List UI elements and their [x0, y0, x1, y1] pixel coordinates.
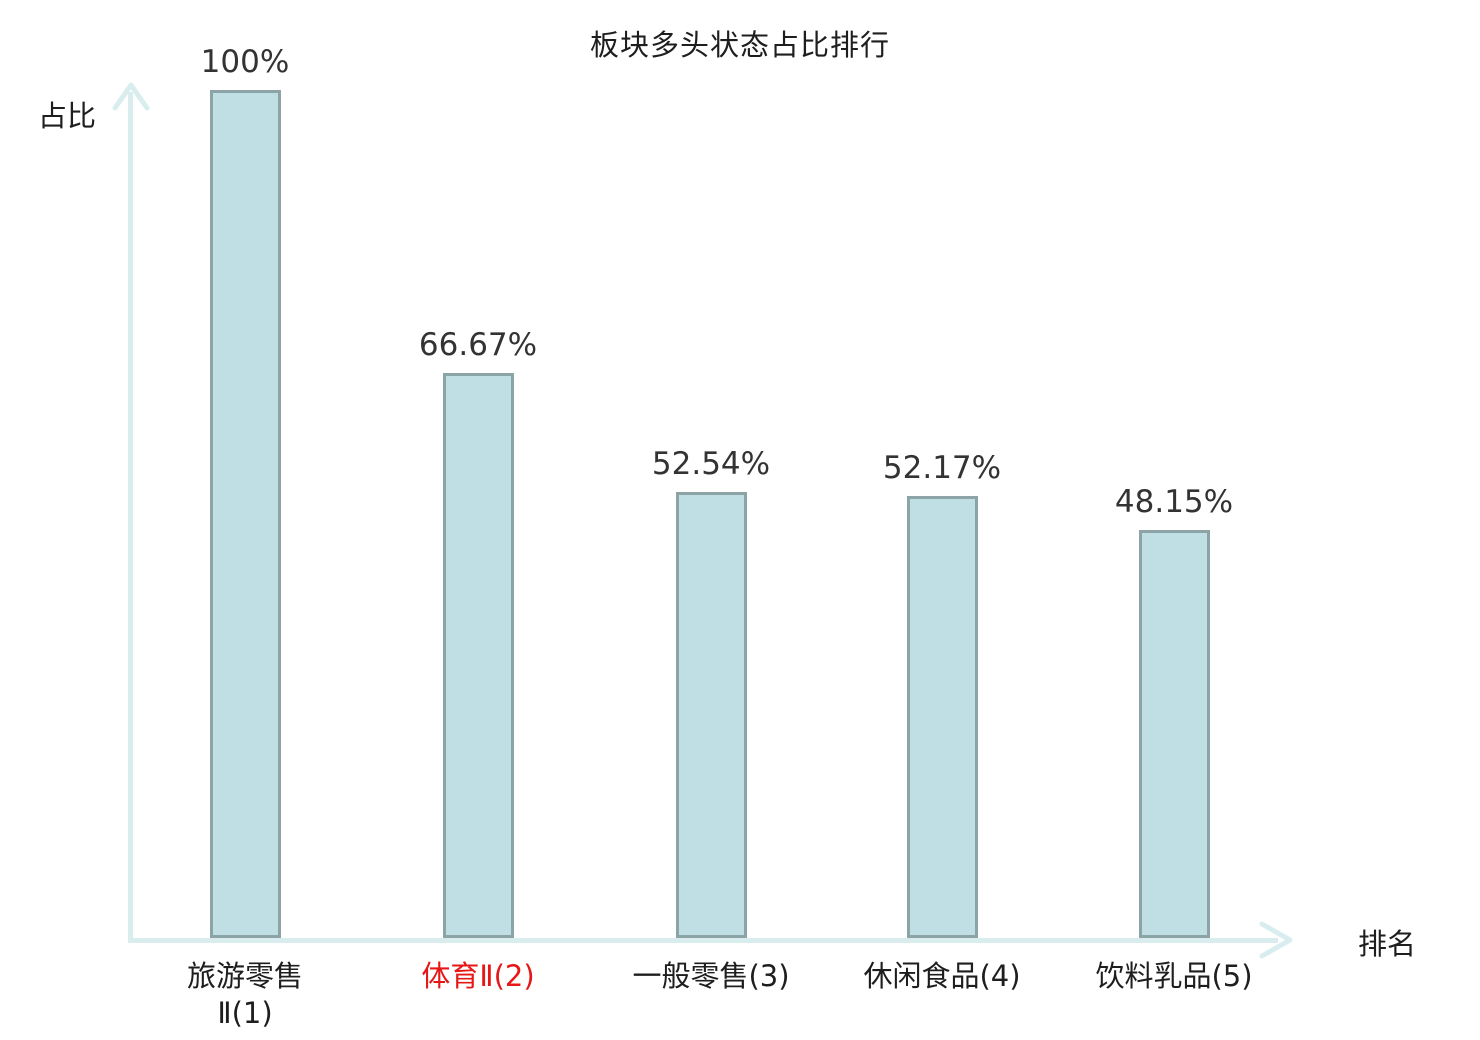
y-axis-label: 占比	[38, 99, 97, 133]
y-axis-line	[128, 92, 133, 943]
bar-category-label: 饮料乳品(5)	[1044, 958, 1304, 995]
bar-value-label: 52.54%	[651, 446, 771, 482]
bar-value-label: 66.67%	[418, 327, 538, 363]
bar-category-label-line: 休闲食品(4)	[863, 959, 1021, 993]
bar-category-label-line: 一般零售(3)	[632, 959, 790, 993]
bar-category-label-line: 旅游零售	[186, 959, 303, 993]
bar-value-label: 100%	[200, 44, 290, 80]
chart-title: 板块多头状态占比排行	[589, 28, 890, 62]
bar-category-label: 体育Ⅱ(2)	[348, 958, 608, 995]
bar-category-label: 旅游零售 Ⅱ(1)	[115, 958, 375, 1032]
bar-category-label: 一般零售(3)	[581, 958, 841, 995]
bar	[442, 373, 514, 938]
x-axis-arrow-icon	[1259, 921, 1293, 959]
bar-category-label: 休闲食品(4)	[812, 958, 1072, 995]
y-axis-arrow-icon	[112, 82, 150, 111]
bar	[675, 492, 747, 938]
x-axis-line	[128, 938, 1278, 943]
bar-category-label-line: 饮料乳品(5)	[1095, 959, 1253, 993]
bar	[209, 90, 281, 938]
bar-value-label: 52.17%	[882, 450, 1002, 486]
bar-category-label-line: Ⅱ(1)	[217, 996, 273, 1031]
bar	[1138, 530, 1210, 938]
x-axis-label: 排名	[1358, 927, 1417, 961]
bar-value-label: 48.15%	[1114, 484, 1234, 520]
bar-category-label-line: 体育Ⅱ(2)	[421, 959, 535, 993]
bar	[906, 496, 978, 938]
